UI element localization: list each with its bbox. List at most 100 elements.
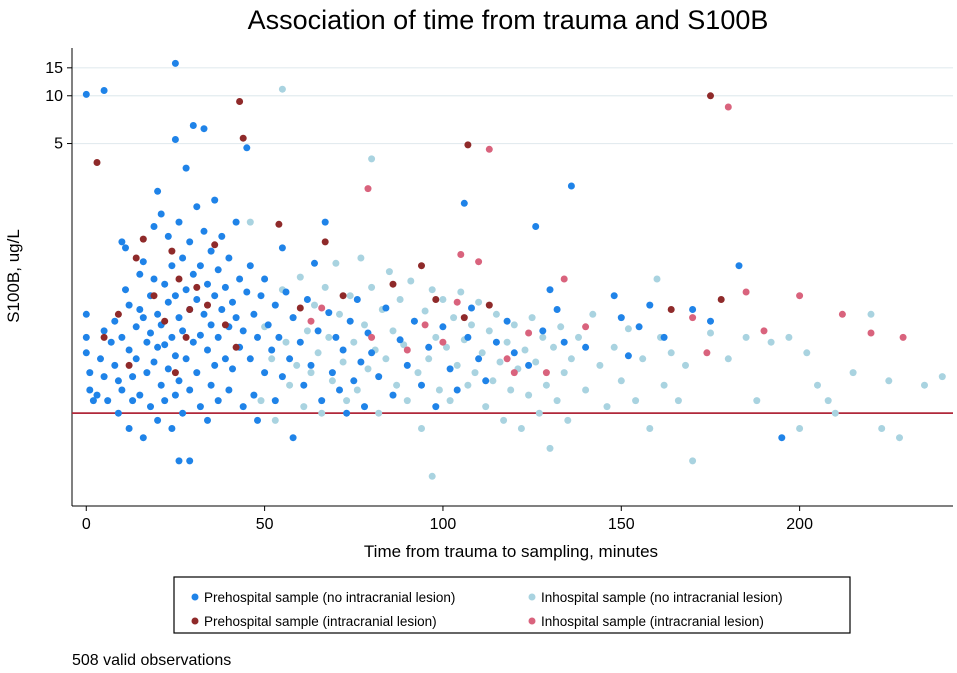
data-point <box>136 306 144 313</box>
data-point <box>179 254 187 262</box>
data-point <box>278 244 286 252</box>
data-point <box>186 457 194 465</box>
data-point <box>303 327 311 335</box>
data-point <box>207 321 215 329</box>
data-point <box>168 262 176 270</box>
data-point <box>560 275 568 283</box>
data-point <box>125 361 133 369</box>
data-point <box>150 223 158 230</box>
data-point <box>261 275 269 283</box>
chart-title: Association of time from trauma and S100… <box>248 5 769 35</box>
data-point <box>225 386 233 394</box>
data-point <box>838 310 846 318</box>
data-point <box>921 381 928 389</box>
data-point <box>343 397 351 405</box>
data-point <box>660 333 668 341</box>
data-point <box>132 254 140 262</box>
data-point <box>339 346 347 354</box>
data-point <box>168 247 176 255</box>
data-point <box>885 377 893 385</box>
data-point <box>368 333 376 341</box>
data-point <box>171 59 179 67</box>
data-point <box>268 355 276 363</box>
data-point <box>150 275 158 283</box>
y-tick-label: 5 <box>54 136 63 153</box>
data-point <box>204 346 211 354</box>
data-point <box>321 218 329 226</box>
data-point <box>464 141 472 149</box>
data-point <box>154 343 162 351</box>
data-point <box>100 373 108 381</box>
data-point <box>542 381 550 389</box>
data-point <box>899 333 907 341</box>
data-point <box>814 381 821 389</box>
data-point <box>168 425 176 432</box>
data-point <box>189 338 197 346</box>
data-point <box>414 369 422 377</box>
data-point <box>867 310 875 318</box>
data-point <box>389 327 397 335</box>
data-point <box>211 241 219 249</box>
data-point <box>632 397 640 405</box>
data-point <box>350 377 358 385</box>
data-point <box>97 355 104 363</box>
data-point <box>357 358 365 366</box>
data-point <box>221 283 229 291</box>
data-point <box>139 258 147 266</box>
data-point <box>428 472 436 480</box>
data-point <box>200 125 208 133</box>
data-point <box>421 321 429 329</box>
data-point <box>93 391 101 399</box>
data-point <box>742 288 750 296</box>
data-point <box>439 296 447 303</box>
data-point <box>878 425 886 432</box>
data-point <box>575 333 582 341</box>
data-point <box>311 259 318 267</box>
data-point <box>82 90 90 98</box>
data-point <box>314 327 322 335</box>
data-point <box>196 331 204 339</box>
data-point <box>122 244 129 252</box>
data-point <box>803 349 811 357</box>
data-point <box>796 425 804 432</box>
data-point <box>332 259 340 267</box>
data-point <box>139 434 147 442</box>
data-point <box>196 403 204 411</box>
data-point <box>214 266 222 274</box>
data-point <box>86 386 94 394</box>
data-point <box>275 333 283 341</box>
data-point <box>724 103 732 111</box>
data-point <box>129 373 137 381</box>
data-point <box>111 361 119 369</box>
data-point <box>100 87 108 94</box>
data-point <box>125 425 133 432</box>
data-point <box>218 232 226 240</box>
data-point <box>118 333 126 341</box>
data-point <box>464 381 472 389</box>
data-point <box>229 298 236 306</box>
data-point <box>421 307 429 315</box>
data-point <box>446 397 454 405</box>
data-point <box>211 196 219 204</box>
data-point <box>432 403 440 411</box>
data-point <box>385 268 393 276</box>
data-point <box>204 301 211 309</box>
data-point <box>239 134 247 142</box>
data-point <box>361 403 368 411</box>
data-point <box>182 355 190 363</box>
data-point <box>389 391 397 399</box>
y-gridlines <box>72 67 953 145</box>
data-point <box>296 338 304 346</box>
data-point <box>361 321 368 329</box>
data-point <box>468 321 475 329</box>
data-point <box>778 434 786 442</box>
data-point <box>257 397 265 405</box>
data-point <box>446 365 454 373</box>
data-point <box>346 292 354 300</box>
data-point <box>82 333 90 341</box>
data-point <box>703 349 711 357</box>
data-point <box>93 159 101 166</box>
data-point <box>179 327 187 335</box>
data-point <box>164 232 172 240</box>
data-point <box>189 270 197 278</box>
